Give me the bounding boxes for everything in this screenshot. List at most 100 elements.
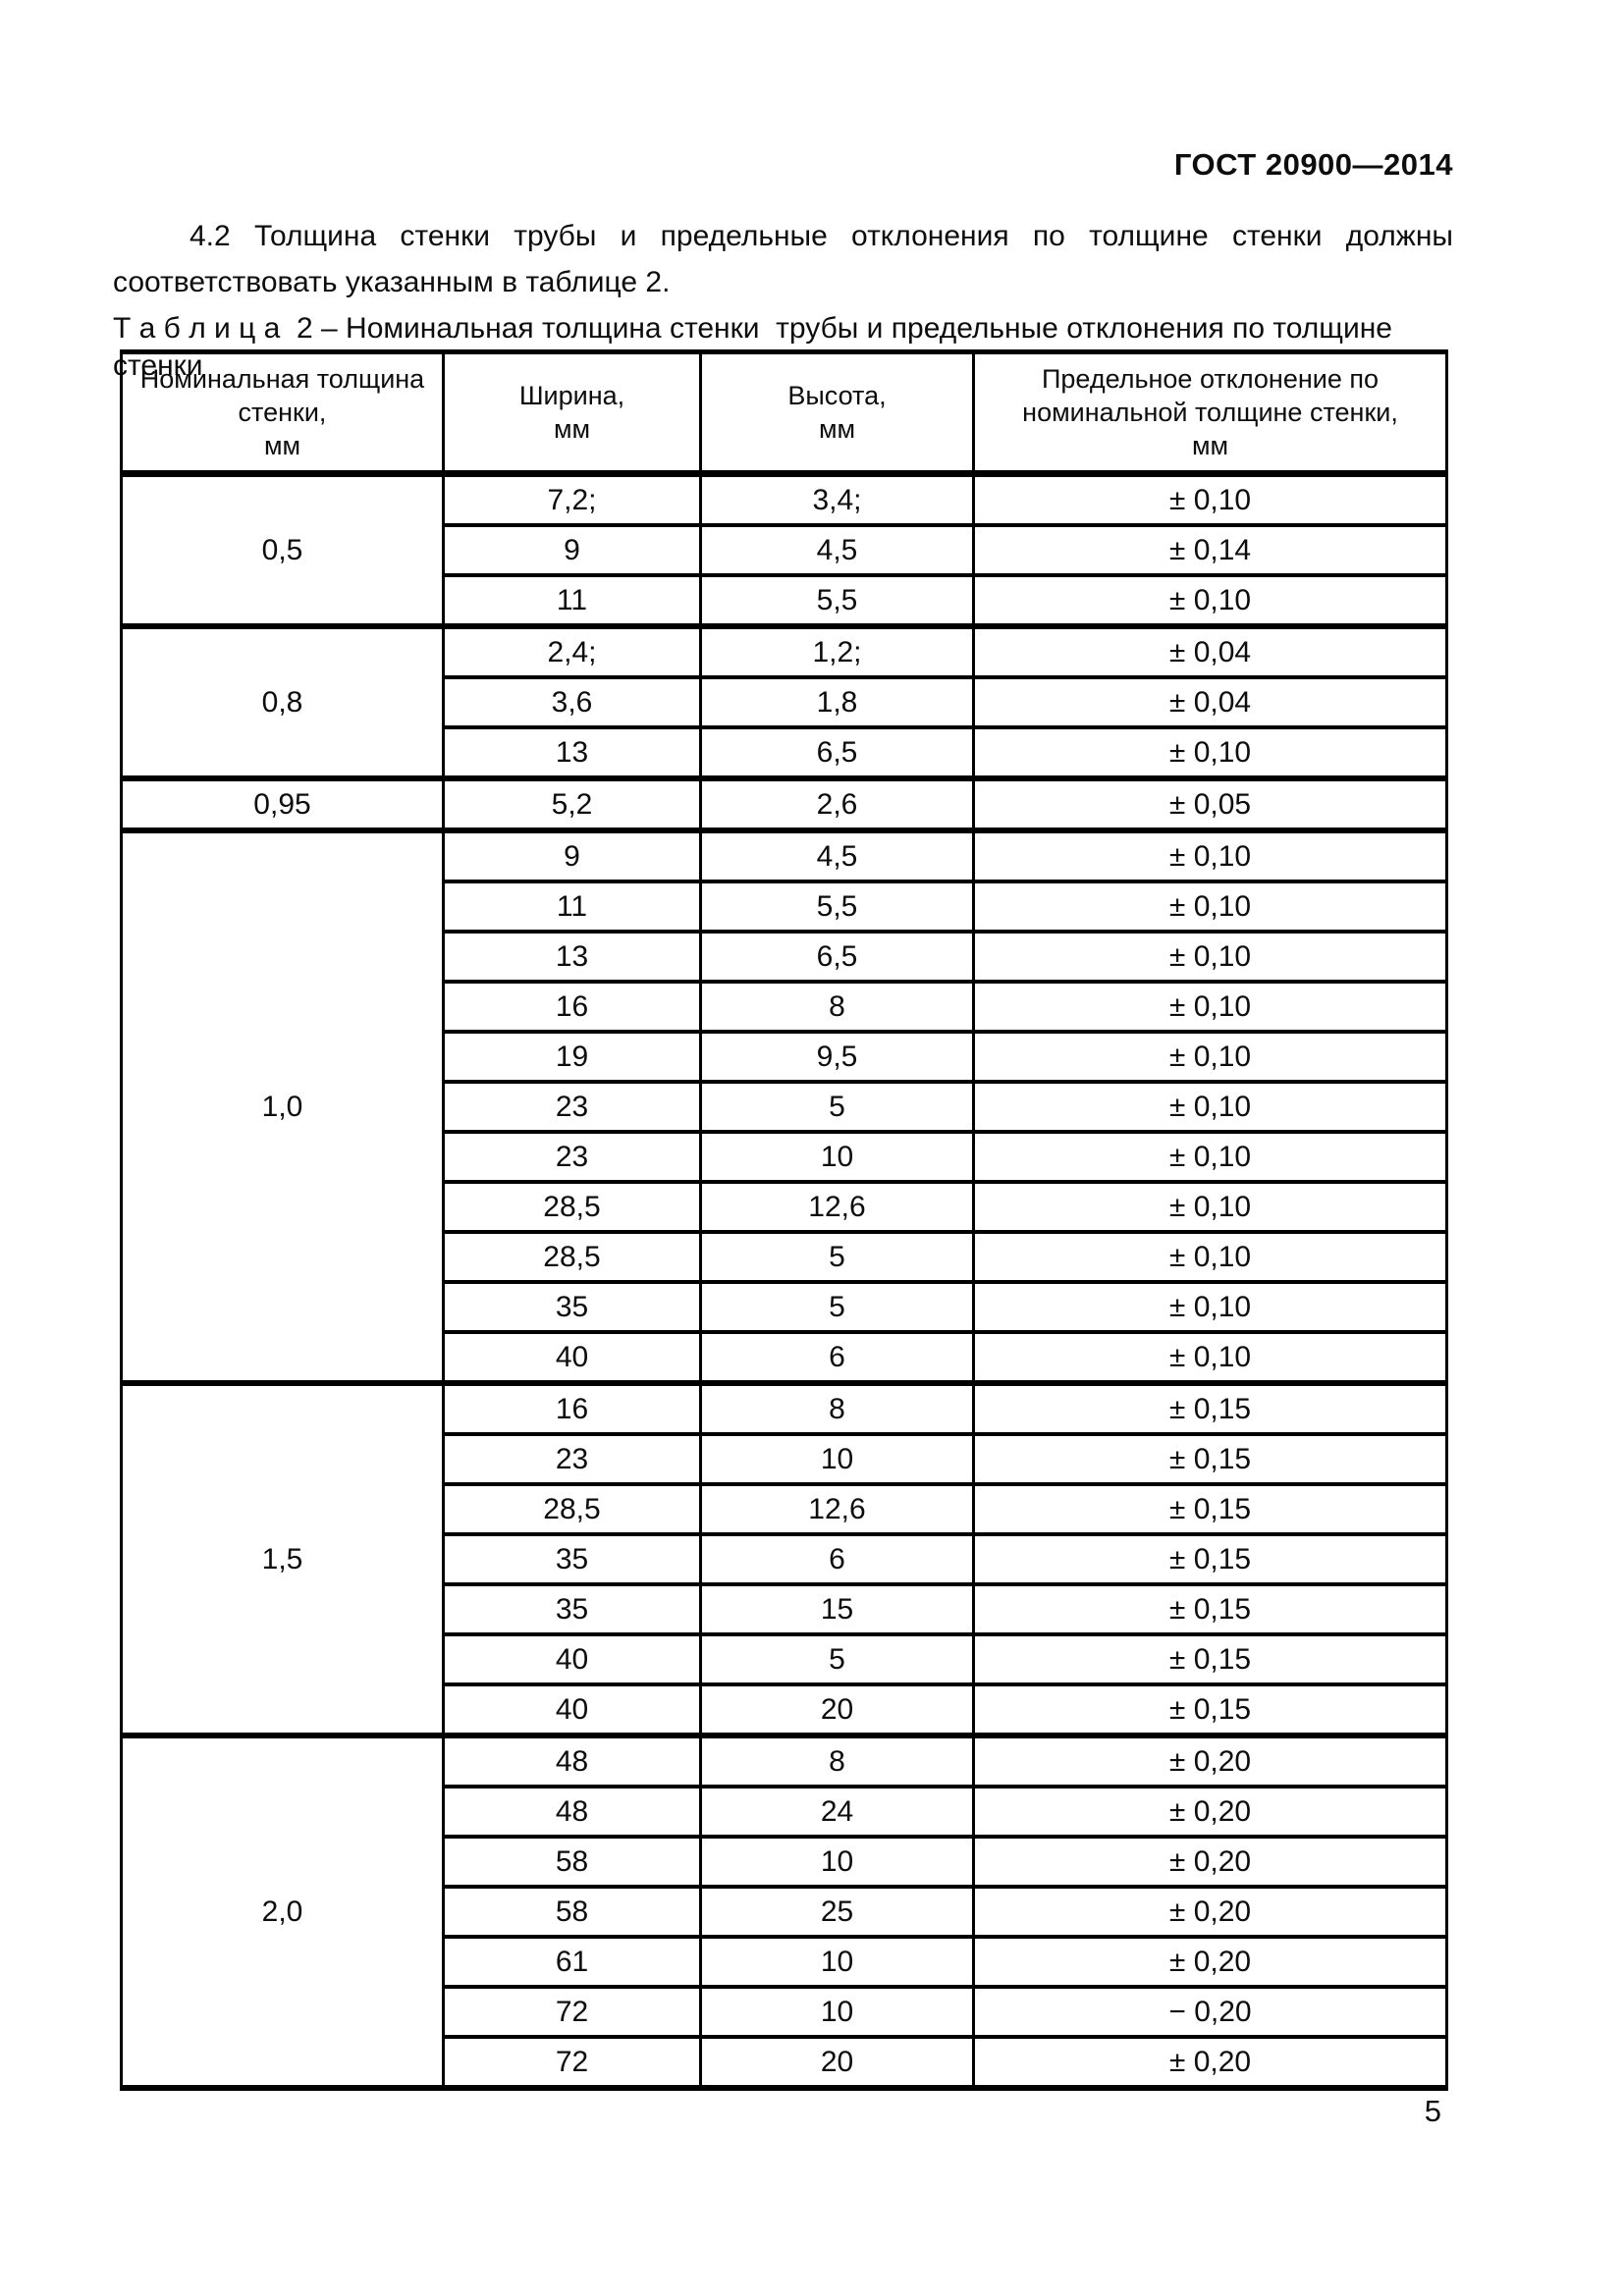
tolerance-cell: ± 0,15 [972, 1432, 1448, 1486]
table-row: 3,6 1,8 ± 0,04 [122, 675, 1448, 729]
width-cell: 16 [442, 980, 702, 1034]
tolerance-cell: ± 0,15 [972, 1380, 1448, 1436]
table-row: 11 5,5 ± 0,10 [122, 880, 1448, 934]
width-cell: 11 [442, 573, 702, 628]
table-row: 1,5 16 8 ± 0,15 [120, 1380, 1448, 1737]
tolerance-cell: ± 0,20 [972, 1733, 1448, 1789]
column-header-nominal-thickness: Номинальная толщина стенки, мм [120, 349, 445, 477]
width-cell: 72 [442, 1985, 702, 2039]
width-cell: 23 [442, 1432, 702, 1486]
tolerance-cell: ± 0,10 [972, 1080, 1448, 1134]
height-cell: 5,5 [699, 880, 975, 934]
tolerance-cell: ± 0,20 [972, 1785, 1448, 1839]
width-cell: 40 [442, 1682, 702, 1737]
table-row: 23 10 ± 0,15 [122, 1432, 1448, 1486]
table-row: 13 6,5 ± 0,10 [122, 725, 1448, 780]
width-cell: 19 [442, 1030, 702, 1084]
tolerance-cell: − 0,20 [972, 1985, 1448, 2039]
tolerance-cell: ± 0,10 [972, 930, 1448, 984]
width-cell: 9 [442, 828, 702, 883]
table-row: 40 6 ± 0,10 [122, 1330, 1448, 1385]
column-header-height: Высота, мм [699, 349, 975, 477]
table-row: 28,5 12,6 ± 0,10 [122, 1180, 1448, 1234]
tolerance-cell: ± 0,04 [972, 675, 1448, 729]
width-cell: 40 [442, 1632, 702, 1686]
height-cell: 5,5 [699, 573, 975, 628]
width-cell: 72 [442, 2035, 702, 2090]
column-header-width: Ширина, мм [442, 349, 702, 477]
tolerance-cell: ± 0,20 [972, 1835, 1448, 1889]
height-cell: 1,2; [699, 623, 975, 679]
table-row: 35 6 ± 0,15 [122, 1532, 1448, 1586]
width-cell: 40 [442, 1330, 702, 1385]
table-row: 19 9,5 ± 0,10 [122, 1030, 1448, 1084]
tolerance-cell: ± 0,10 [972, 1130, 1448, 1184]
tolerance-cell: ± 0,10 [972, 725, 1448, 780]
height-cell: 10 [699, 1935, 975, 1989]
table-row: 58 25 ± 0,20 [122, 1885, 1448, 1939]
tolerance-cell: ± 0,15 [972, 1482, 1448, 1536]
height-cell: 2,6 [699, 775, 975, 832]
doc-number-header: ГОСТ 20900—2014 [1173, 147, 1453, 182]
height-cell: 9,5 [699, 1030, 975, 1084]
table-row: 72 20 ± 0,20 [122, 2035, 1448, 2090]
height-cell: 5 [699, 1080, 975, 1134]
table-row: 35 15 ± 0,15 [122, 1582, 1448, 1636]
paragraph-4-2: 4.2 Толщина стенки трубы и предельные от… [113, 220, 1453, 298]
height-cell: 12,6 [699, 1180, 975, 1234]
table-row: 2,0 48 8 ± 0,20 [120, 1733, 1448, 2090]
group-label-cell: 2,0 [120, 1733, 445, 2090]
table-row: 16 8 ± 0,10 [122, 980, 1448, 1034]
width-cell: 35 [442, 1532, 702, 1586]
tolerance-cell: ± 0,10 [972, 1330, 1448, 1385]
group-label-cell: 0,5 [120, 470, 445, 628]
width-cell: 35 [442, 1280, 702, 1334]
group-label-cell: 1,5 [120, 1380, 445, 1737]
height-cell: 8 [699, 1733, 975, 1789]
tolerance-cell: ± 0,20 [972, 1885, 1448, 1939]
tolerance-cell: ± 0,10 [972, 470, 1448, 527]
table-row: 23 5 ± 0,10 [122, 1080, 1448, 1134]
table-row: 28,5 12,6 ± 0,15 [122, 1482, 1448, 1536]
height-cell: 4,5 [699, 828, 975, 883]
width-cell: 5,2 [442, 775, 702, 832]
tolerance-cell: ± 0,04 [972, 623, 1448, 679]
height-cell: 6 [699, 1330, 975, 1385]
width-cell: 28,5 [442, 1482, 702, 1536]
height-cell: 10 [699, 1985, 975, 2039]
height-cell: 8 [699, 980, 975, 1034]
height-cell: 25 [699, 1885, 975, 1939]
table-row: 0,5 7,2; 3,4; ± 0,10 [120, 470, 1448, 628]
width-cell: 9 [442, 523, 702, 577]
table-row: 72 10− 0,20 [122, 1985, 1448, 2039]
height-cell: 12,6 [699, 1482, 975, 1536]
height-cell: 1,8 [699, 675, 975, 729]
table-row: 11 5,5 ± 0,10 [122, 573, 1448, 628]
width-cell: 11 [442, 880, 702, 934]
width-cell: 2,4; [442, 623, 702, 679]
width-cell: 16 [442, 1380, 702, 1436]
group-label-cell: 0,8 [120, 623, 445, 780]
height-cell: 20 [699, 2035, 975, 2090]
height-cell: 20 [699, 1682, 975, 1737]
group-label-cell: 0,95 [120, 775, 445, 832]
table-row: 13 6,5 ± 0,10 [122, 930, 1448, 984]
width-cell: 61 [442, 1935, 702, 1989]
height-cell: 24 [699, 1785, 975, 1839]
tolerance-cell: ± 0,10 [972, 880, 1448, 934]
table-row: 48 24 ± 0,20 [122, 1785, 1448, 1839]
table-row: 9 4,5 ± 0,14 [122, 523, 1448, 577]
tolerance-cell: ± 0,10 [972, 1180, 1448, 1234]
width-cell: 28,5 [442, 1230, 702, 1284]
width-cell: 3,6 [442, 675, 702, 729]
width-cell: 28,5 [442, 1180, 702, 1234]
width-cell: 13 [442, 725, 702, 780]
tolerance-cell: ± 0,10 [972, 1230, 1448, 1284]
page-number: 5 [1424, 2094, 1441, 2128]
table-row: 23 10 ± 0,10 [122, 1130, 1448, 1184]
column-header-tolerance: Предельное отклонение по номинальной тол… [972, 349, 1448, 477]
table-row: 40 5 ± 0,15 [122, 1632, 1448, 1686]
tolerance-cell: ± 0,15 [972, 1682, 1448, 1737]
table-row: 0,8 2,4; 1,2; ± 0,04 [120, 623, 1448, 780]
tolerance-cell: ± 0,05 [972, 775, 1448, 832]
